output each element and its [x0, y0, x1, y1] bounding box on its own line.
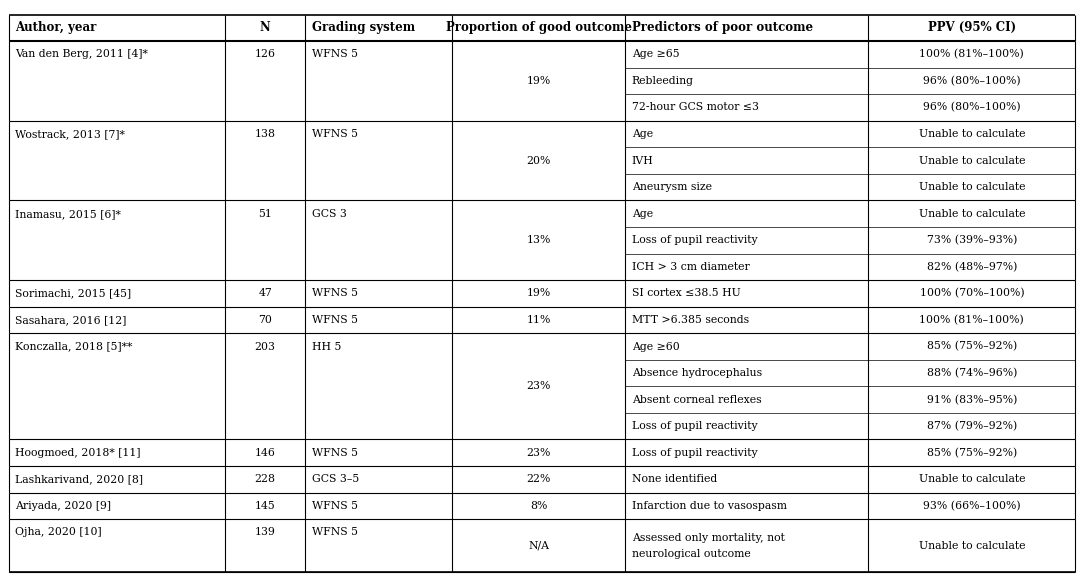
Text: 73% (39%–93%): 73% (39%–93%)	[927, 235, 1017, 245]
Text: 96% (80%–100%): 96% (80%–100%)	[924, 102, 1021, 113]
Text: WFNS 5: WFNS 5	[312, 49, 358, 59]
Text: Author, year: Author, year	[15, 21, 96, 34]
Text: Unable to calculate: Unable to calculate	[918, 474, 1025, 485]
Text: Age ≥60: Age ≥60	[632, 342, 680, 352]
Text: 22%: 22%	[527, 474, 551, 485]
Text: 82% (48%–97%): 82% (48%–97%)	[927, 261, 1017, 272]
Text: 20%: 20%	[527, 156, 551, 166]
Text: Proportion of good outcome: Proportion of good outcome	[446, 21, 632, 34]
Text: 100% (70%–100%): 100% (70%–100%)	[919, 288, 1024, 299]
Text: N: N	[260, 21, 271, 34]
Text: HH 5: HH 5	[312, 342, 341, 352]
Text: 146: 146	[255, 448, 275, 458]
Text: Hoogmoed, 2018* [11]: Hoogmoed, 2018* [11]	[15, 448, 141, 458]
Text: 126: 126	[255, 49, 275, 59]
Text: GCS 3: GCS 3	[312, 209, 347, 218]
Text: Inamasu, 2015 [6]*: Inamasu, 2015 [6]*	[15, 209, 121, 218]
Text: WFNS 5: WFNS 5	[312, 501, 358, 511]
Text: 51: 51	[258, 209, 272, 218]
Text: Loss of pupil reactivity: Loss of pupil reactivity	[632, 235, 758, 245]
Text: Absence hydrocephalus: Absence hydrocephalus	[632, 368, 762, 378]
Text: 138: 138	[255, 129, 275, 139]
Text: SI cortex ≤38.5 HU: SI cortex ≤38.5 HU	[632, 288, 740, 299]
Text: 8%: 8%	[530, 501, 547, 511]
Text: Unable to calculate: Unable to calculate	[918, 209, 1025, 218]
Text: 88% (74%–96%): 88% (74%–96%)	[927, 368, 1017, 378]
Text: Unable to calculate: Unable to calculate	[918, 182, 1025, 192]
Text: MTT >6.385 seconds: MTT >6.385 seconds	[632, 315, 749, 325]
Text: Unable to calculate: Unable to calculate	[918, 541, 1025, 551]
Text: Unable to calculate: Unable to calculate	[918, 129, 1025, 139]
Text: neurological outcome: neurological outcome	[632, 548, 750, 559]
Text: None identified: None identified	[632, 474, 717, 485]
Text: 93% (66%–100%): 93% (66%–100%)	[924, 501, 1021, 511]
Text: Absent corneal reflexes: Absent corneal reflexes	[632, 394, 761, 404]
Text: Unable to calculate: Unable to calculate	[918, 156, 1025, 166]
Text: WFNS 5: WFNS 5	[312, 528, 358, 537]
Text: Grading system: Grading system	[312, 21, 415, 34]
Text: Age ≥65: Age ≥65	[632, 49, 680, 59]
Text: 100% (81%–100%): 100% (81%–100%)	[919, 315, 1024, 325]
Text: 70: 70	[258, 315, 272, 325]
Text: 139: 139	[255, 528, 275, 537]
Text: WFNS 5: WFNS 5	[312, 448, 358, 458]
Text: Rebleeding: Rebleeding	[632, 76, 694, 86]
Text: Loss of pupil reactivity: Loss of pupil reactivity	[632, 448, 758, 458]
Text: 85% (75%–92%): 85% (75%–92%)	[927, 342, 1017, 352]
Text: 228: 228	[255, 474, 275, 485]
Text: 91% (83%–95%): 91% (83%–95%)	[927, 394, 1017, 405]
Text: WFNS 5: WFNS 5	[312, 315, 358, 325]
Text: 72-hour GCS motor ≤3: 72-hour GCS motor ≤3	[632, 102, 759, 113]
Text: Sorimachi, 2015 [45]: Sorimachi, 2015 [45]	[15, 288, 131, 299]
Text: WFNS 5: WFNS 5	[312, 288, 358, 299]
Text: Ariyada, 2020 [9]: Ariyada, 2020 [9]	[15, 501, 112, 511]
Text: 85% (75%–92%): 85% (75%–92%)	[927, 447, 1017, 458]
Text: Lashkarivand, 2020 [8]: Lashkarivand, 2020 [8]	[15, 474, 143, 485]
Text: Konczalla, 2018 [5]**: Konczalla, 2018 [5]**	[15, 342, 132, 352]
Text: Sasahara, 2016 [12]: Sasahara, 2016 [12]	[15, 315, 127, 325]
Text: Assessed only mortality, not: Assessed only mortality, not	[632, 533, 785, 543]
Text: 23%: 23%	[527, 448, 551, 458]
Text: Loss of pupil reactivity: Loss of pupil reactivity	[632, 421, 758, 431]
Text: 203: 203	[255, 342, 275, 352]
Text: 87% (79%–92%): 87% (79%–92%)	[927, 421, 1017, 431]
Text: 47: 47	[258, 288, 272, 299]
Text: N/A: N/A	[528, 541, 550, 551]
Text: GCS 3–5: GCS 3–5	[312, 474, 359, 485]
Text: Predictors of poor outcome: Predictors of poor outcome	[632, 21, 813, 34]
Text: 23%: 23%	[527, 381, 551, 392]
Text: 19%: 19%	[527, 76, 551, 86]
Text: 145: 145	[255, 501, 275, 511]
Text: 19%: 19%	[527, 288, 551, 299]
Text: WFNS 5: WFNS 5	[312, 129, 358, 139]
Text: 11%: 11%	[527, 315, 551, 325]
Text: Infarction due to vasospasm: Infarction due to vasospasm	[632, 501, 787, 511]
Text: 96% (80%–100%): 96% (80%–100%)	[924, 76, 1021, 86]
Text: Age: Age	[632, 129, 653, 139]
Text: Aneurysm size: Aneurysm size	[632, 182, 712, 192]
Text: IVH: IVH	[632, 156, 654, 166]
Text: 100% (81%–100%): 100% (81%–100%)	[919, 49, 1024, 59]
Text: Age: Age	[632, 209, 653, 218]
Text: Wostrack, 2013 [7]*: Wostrack, 2013 [7]*	[15, 129, 125, 139]
Text: PPV (95% CI): PPV (95% CI)	[928, 21, 1016, 34]
Text: ICH > 3 cm diameter: ICH > 3 cm diameter	[632, 262, 749, 272]
Text: Van den Berg, 2011 [4]*: Van den Berg, 2011 [4]*	[15, 49, 149, 59]
Text: Ojha, 2020 [10]: Ojha, 2020 [10]	[15, 528, 102, 537]
Text: 13%: 13%	[527, 235, 551, 245]
